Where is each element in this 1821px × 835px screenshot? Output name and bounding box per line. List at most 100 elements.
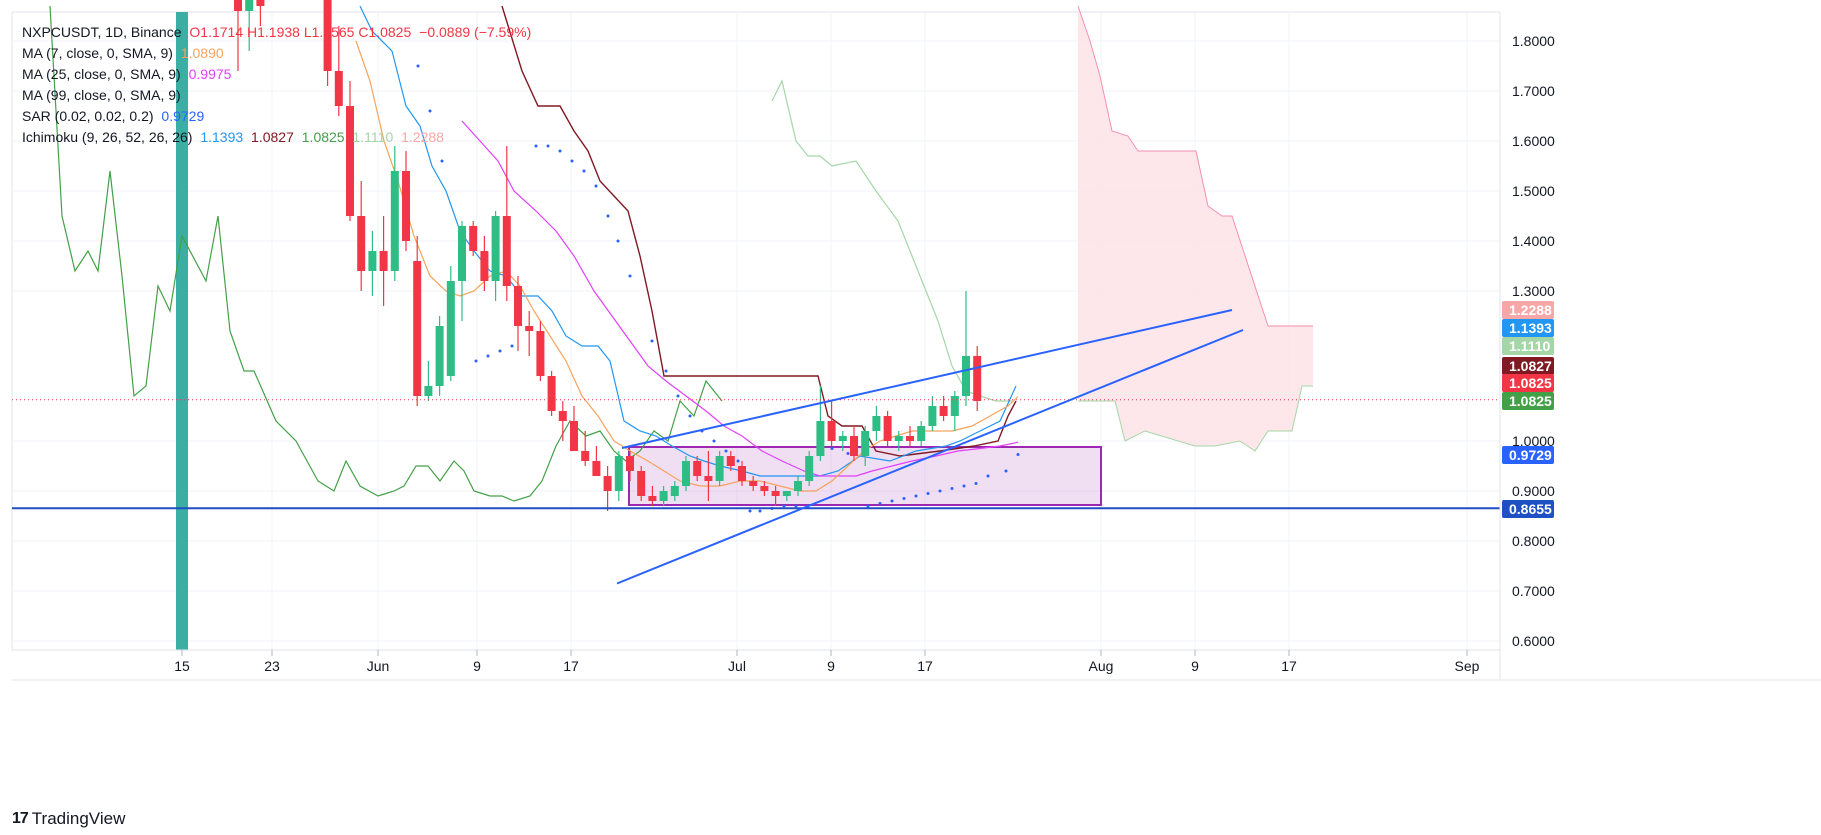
sar-dot: [902, 497, 906, 500]
candle-body: [872, 416, 881, 431]
price-tag: [1502, 500, 1554, 518]
sar-dot: [712, 439, 716, 443]
price-tag-label: 1.0825: [1509, 393, 1552, 409]
sar-dot: [878, 502, 882, 505]
sar-dot: [628, 274, 632, 278]
candle-body: [334, 71, 343, 106]
sar-dot: [782, 504, 786, 508]
kumo-area: [1078, 6, 1313, 451]
x-tick-label: Sep: [1455, 658, 1480, 674]
candle-body: [491, 216, 500, 281]
candle-body: [894, 436, 903, 441]
sar-dot: [724, 449, 728, 453]
candle-body: [648, 496, 657, 501]
candle-body: [446, 281, 455, 376]
candle-body: [659, 491, 668, 501]
x-tick-label: 17: [917, 658, 933, 674]
price-tag-label: 0.8655: [1509, 501, 1552, 517]
sar-dot: [606, 214, 610, 218]
sar-dot: [664, 369, 668, 373]
tradingview-logo-icon: 17: [12, 810, 29, 827]
sar-dot: [758, 509, 762, 513]
candle-body: [368, 251, 377, 271]
price-tag-label: 1.0827: [1509, 358, 1552, 374]
candle-body: [771, 491, 780, 496]
price-tag-label: 1.1110: [1509, 338, 1550, 354]
drawing-tools: [12, 309, 1500, 585]
wedge-upper-trendline: [621, 309, 1233, 449]
sar-dot: [986, 474, 990, 478]
candle-body: [346, 106, 354, 216]
candle-body: [962, 356, 970, 396]
price-tag: [1502, 446, 1554, 464]
ichimoku-cloud: [1077, 5, 1313, 452]
sar-dot: [616, 239, 620, 243]
candle-body: [726, 456, 735, 466]
candle-body: [950, 396, 959, 416]
candlestick-series: [234, 0, 982, 511]
sar-dot: [594, 184, 598, 188]
sar-dot: [650, 339, 654, 343]
price-tag-label: 1.2288: [1509, 302, 1552, 318]
wedge-lower-trendline: [616, 329, 1244, 585]
candle-body: [424, 386, 433, 396]
candle-body: [547, 376, 556, 411]
sar-dot: [534, 144, 538, 148]
sar-dot: [830, 447, 834, 450]
x-tick-label: Jul: [728, 658, 746, 674]
sar-dot: [570, 159, 574, 163]
sar-dot: [914, 494, 918, 498]
indicator-lines: [49, 5, 1020, 513]
sar-dot: [926, 492, 930, 495]
candle-body: [581, 451, 590, 461]
price-tag: [1502, 392, 1554, 410]
candle-body: [502, 216, 511, 286]
sar-dot: [866, 504, 870, 508]
sar-dot: [1004, 469, 1008, 473]
y-tick-label: 1.4000: [1512, 233, 1555, 249]
ma25-line: [461, 120, 1019, 477]
session-highlight-band: [176, 12, 188, 650]
kijun-sen-line: [501, 5, 1017, 457]
price-tag: [1502, 374, 1554, 392]
candle-body: [357, 216, 366, 271]
price-tag: [1502, 301, 1554, 319]
sar-dot: [938, 489, 942, 493]
tenkan-sen-line: [359, 5, 1017, 477]
sar-dot: [486, 354, 490, 358]
candle-body: [760, 486, 769, 491]
candle-body: [850, 436, 858, 456]
candle-body: [514, 286, 522, 326]
candle-body: [861, 431, 870, 456]
sar-dot: [736, 459, 740, 463]
candle-body: [928, 406, 937, 426]
sar-dot: [950, 487, 954, 490]
sar-dot: [688, 414, 692, 418]
candle-body: [379, 251, 388, 271]
sar-dot: [890, 499, 894, 503]
candle-body: [883, 416, 892, 441]
candle-body: [794, 481, 802, 491]
candle-body: [435, 326, 444, 386]
tradingview-brand[interactable]: 17 TradingView: [12, 809, 125, 829]
candle-body: [805, 456, 814, 481]
y-tick-label: 1.3000: [1512, 283, 1555, 299]
sar-dot: [962, 484, 966, 488]
x-tick-label: Aug: [1089, 658, 1114, 674]
chart-axes: 1.8000 1.7000 1.6000 1.5000 1.4000 1.3000 1.00…: [12, 12, 1821, 681]
x-tick-label: 9: [473, 658, 481, 674]
candle-body: [413, 261, 422, 396]
candle-body: [626, 456, 634, 471]
x-tick-label: 23: [264, 658, 280, 674]
candle-body: [738, 466, 746, 481]
candle-body: [973, 356, 982, 401]
sar-dot: [474, 359, 478, 363]
y-tick-label: 0.9000: [1512, 483, 1555, 499]
candle-body: [480, 251, 489, 281]
sar-dot: [416, 64, 420, 68]
candle-body: [827, 421, 836, 441]
y-tick-label: 1.0000: [1512, 433, 1555, 449]
senkou-span-b-line: [1077, 5, 1313, 327]
candle-body: [917, 426, 926, 441]
